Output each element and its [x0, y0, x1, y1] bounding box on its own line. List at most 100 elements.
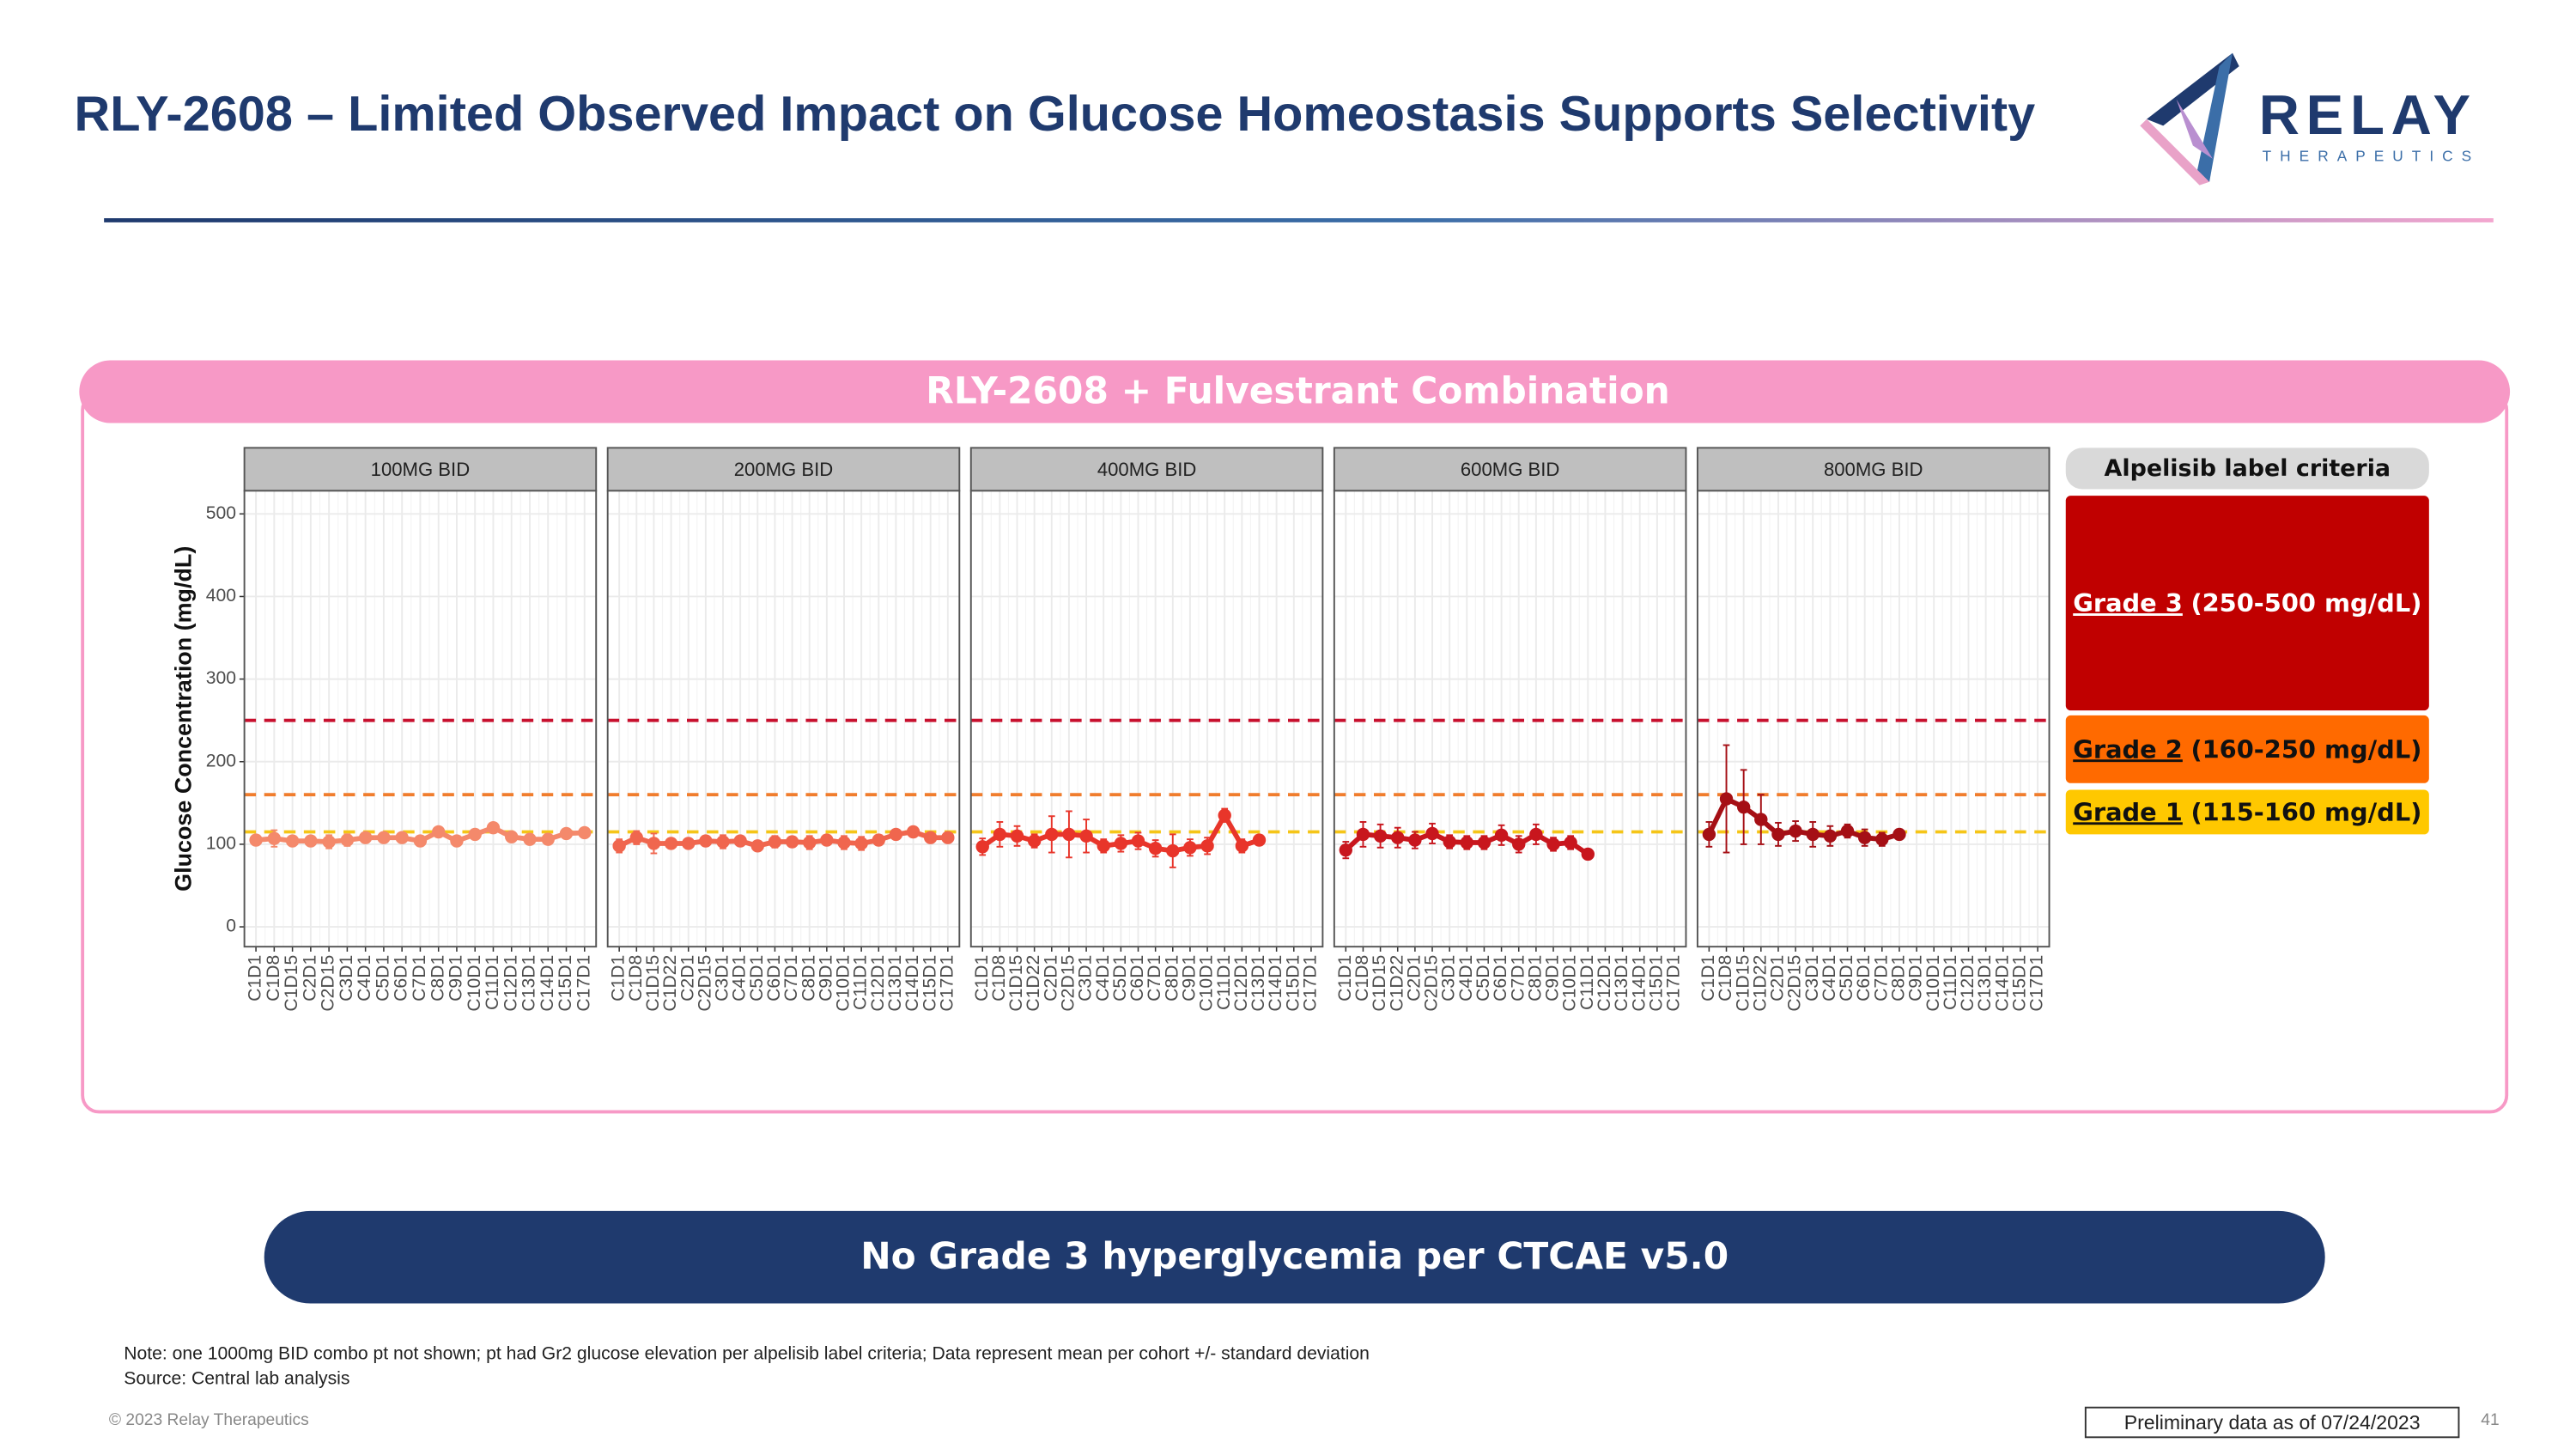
legend-grade: Grade 1: [2073, 797, 2183, 826]
data-point: [505, 830, 519, 843]
data-point: [1771, 827, 1785, 842]
data-point: [578, 825, 592, 840]
data-point: [1097, 839, 1110, 853]
x-tick-label: C1D22: [660, 955, 680, 1012]
data-point: [854, 837, 868, 850]
data-point: [1494, 828, 1509, 843]
x-tick-label: C14D1: [1266, 955, 1285, 1012]
x-tick-label: C5D1: [747, 955, 767, 1002]
x-tick-label: C8D1: [428, 955, 447, 1002]
data-point: [559, 826, 574, 841]
x-tick-label: C14D1: [1629, 955, 1649, 1012]
x-tick-label: C12D1: [1231, 955, 1251, 1012]
legend-label: Grade 2 (160-250 mg/dL): [2073, 734, 2421, 764]
logo-sub: THERAPEUTICS: [2263, 147, 2481, 164]
x-tick-label: C12D1: [1958, 955, 1978, 1012]
x-tick-label: C7D1: [1871, 955, 1891, 1002]
x-tick-label: C13D1: [885, 955, 905, 1012]
x-tick-label: C3D1: [337, 955, 356, 1002]
x-tick-label: C13D1: [519, 955, 539, 1012]
plot-border: [1333, 490, 1687, 948]
y-tick-label: 0: [226, 916, 236, 936]
data-point: [1893, 827, 1906, 842]
strip: [1333, 447, 1687, 492]
note: Note: one 1000mg BID combo pt not shown;…: [124, 1344, 1370, 1364]
data-point: [249, 833, 263, 847]
legend-grade: Grade 3: [2073, 588, 2183, 618]
data-point: [1823, 829, 1838, 843]
x-tick-label: C9D1: [1180, 955, 1200, 1002]
data-point: [733, 834, 747, 848]
data-point: [664, 837, 678, 850]
x-tick-label: C10D1: [1197, 955, 1217, 1012]
data-point: [1166, 843, 1180, 858]
data-point: [785, 835, 799, 849]
banner: [264, 1210, 2325, 1304]
data-point: [1754, 813, 1768, 826]
x-tick-label: C14D1: [1992, 955, 2012, 1012]
data-point: [322, 835, 336, 849]
x-tick-label: C4D1: [355, 955, 374, 1002]
legend-box: [2065, 496, 2429, 711]
data-point: [716, 835, 730, 849]
data-point: [1736, 800, 1751, 814]
data-point: [450, 834, 464, 848]
y-axis-label: Glucose Concentration (mg/dL): [170, 546, 196, 892]
x-tick-label: C2D1: [1041, 955, 1060, 1002]
data-point: [1391, 831, 1405, 844]
x-tick-label: C12D1: [501, 955, 520, 1012]
data-point: [1546, 837, 1560, 851]
data-point: [924, 831, 938, 844]
x-tick-label: C9D1: [447, 955, 466, 1002]
data-point: [993, 827, 1007, 842]
data-point: [1373, 829, 1388, 843]
x-tick-label: C1D1: [972, 955, 992, 1002]
plot-border: [969, 490, 1324, 948]
y-tick-label: 400: [206, 586, 236, 606]
x-tick-label: C1D1: [609, 955, 629, 1002]
x-tick-label: C13D1: [1975, 955, 1995, 1012]
data-point: [1477, 836, 1492, 849]
data-point: [872, 833, 885, 847]
legend-grade: Grade 2: [2073, 734, 2183, 764]
data-point: [699, 834, 713, 848]
x-tick-label: C1D8: [1716, 955, 1735, 1002]
x-tick-label: C2D15: [1059, 955, 1078, 1012]
data-point: [1339, 843, 1352, 857]
page-number: 41: [2481, 1411, 2499, 1429]
x-tick-label: C8D1: [1525, 955, 1545, 1002]
logo-name: RELAY: [2259, 83, 2477, 146]
x-tick-label: C1D8: [989, 955, 1009, 1002]
x-tick-label: C14D1: [538, 955, 557, 1012]
data-point: [1148, 842, 1163, 855]
facet-title: 800MG BID: [1824, 459, 1923, 480]
x-tick-label: C1D15: [1733, 955, 1753, 1012]
y-tick-label: 100: [206, 834, 236, 854]
data-point: [1581, 847, 1595, 861]
panel-title: RLY-2608 + Fulvestrant Combination: [926, 369, 1670, 411]
x-tick-label: C6D1: [1854, 955, 1874, 1002]
x-tick-label: C17D1: [937, 955, 957, 1012]
data-point: [1702, 827, 1716, 842]
data-point: [1235, 839, 1249, 853]
x-tick-label: C15D1: [920, 955, 939, 1012]
data-point: [1460, 836, 1473, 849]
x-tick-label: C11D1: [1577, 955, 1597, 1010]
x-tick-label: C8D1: [1162, 955, 1182, 1002]
x-tick-label: C17D1: [1664, 955, 1684, 1012]
x-tick-label: C14D1: [902, 955, 922, 1012]
data-point: [1131, 834, 1145, 848]
x-tick-label: C3D1: [1439, 955, 1459, 1002]
data-point: [1789, 824, 1802, 838]
x-tick-label: C17D1: [1301, 955, 1321, 1012]
footer-box: [2084, 1406, 2460, 1439]
x-tick-label: C3D1: [713, 955, 732, 1002]
x-tick-label: C8D1: [799, 955, 818, 1002]
y-tick-label: 300: [206, 668, 236, 688]
x-tick-label: C4D1: [1820, 955, 1839, 1002]
data-point: [1114, 837, 1128, 850]
y-tick-label: 500: [206, 503, 236, 523]
data-point: [647, 837, 661, 850]
legend-title-box: [2065, 447, 2429, 490]
